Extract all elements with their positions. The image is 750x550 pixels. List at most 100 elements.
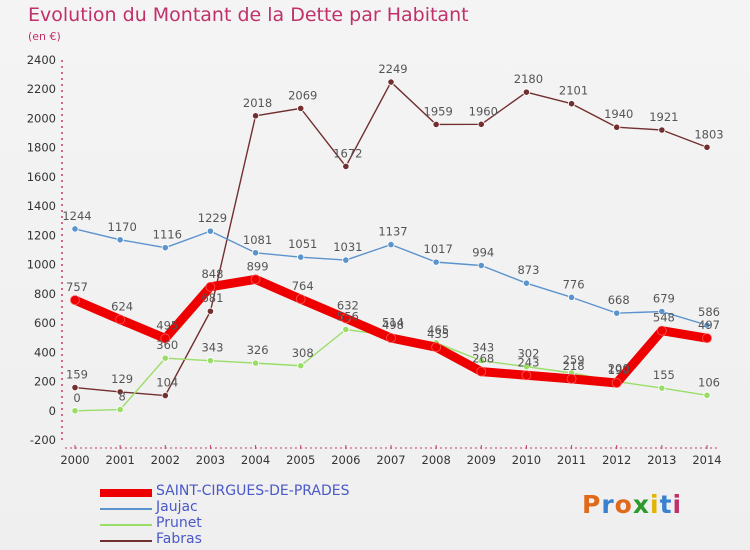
y-tick-label: 800 <box>34 287 56 301</box>
data-label: 465 <box>427 323 449 337</box>
y-tick-label: 600 <box>34 316 56 330</box>
data-point <box>432 120 440 129</box>
legend-label: SAINT-CIRGUES-DE-PRADES <box>156 483 350 499</box>
data-label: 218 <box>563 359 585 373</box>
data-point <box>71 383 79 392</box>
data-label: 326 <box>247 343 269 357</box>
data-point <box>297 104 305 112</box>
data-point <box>476 366 487 377</box>
data-point <box>251 112 260 120</box>
y-tick-label: 1800 <box>27 141 56 155</box>
data-point <box>116 388 124 396</box>
legend-label: Jaujac <box>156 499 198 515</box>
data-label: 1940 <box>604 107 633 121</box>
data-label: 268 <box>472 352 494 366</box>
data-label: 514 <box>382 316 404 330</box>
x-tick-label: 2013 <box>647 453 676 467</box>
data-label: 259 <box>563 353 585 367</box>
y-tick-label: 1600 <box>27 170 56 184</box>
x-tick-label: 2014 <box>692 453 721 467</box>
data-point <box>206 307 215 315</box>
data-label: 1921 <box>649 110 678 124</box>
data-label: 308 <box>292 346 314 360</box>
y-tick-label: 0 <box>49 404 56 418</box>
data-point <box>522 363 531 371</box>
legend-swatch <box>100 540 152 542</box>
data-label: 190 <box>608 363 630 377</box>
data-point <box>160 333 171 344</box>
data-label: 548 <box>653 311 675 325</box>
data-point <box>71 225 79 233</box>
legend-swatch <box>100 524 152 526</box>
data-point <box>342 162 350 170</box>
data-label: 360 <box>156 338 178 352</box>
proxiti-logo: Proxiti <box>582 490 683 519</box>
data-label: 302 <box>517 347 539 361</box>
data-label: 1017 <box>424 242 453 256</box>
data-label: 899 <box>247 259 269 273</box>
chart-title: Evolution du Montant de la Dette par Hab… <box>28 4 469 26</box>
data-point <box>250 274 261 285</box>
data-label: 8 <box>118 390 125 404</box>
data-label: 1081 <box>243 233 272 247</box>
data-point <box>251 249 260 257</box>
data-point <box>206 357 215 365</box>
x-tick-label: 2001 <box>106 453 135 467</box>
data-point <box>340 313 351 324</box>
chart-subtitle: (en €) <box>28 30 61 43</box>
x-tick-label: 2007 <box>376 453 405 467</box>
data-label: 0 <box>73 391 80 405</box>
x-tick-label: 2008 <box>422 453 451 467</box>
data-label: 2180 <box>514 72 543 86</box>
data-label: 1960 <box>469 104 498 118</box>
data-label: 679 <box>653 292 675 306</box>
data-point <box>432 258 440 266</box>
data-point <box>116 405 124 414</box>
data-point <box>295 294 306 305</box>
data-label: 1170 <box>108 220 137 234</box>
legend-swatch <box>100 489 152 497</box>
data-label: 2249 <box>378 62 407 76</box>
data-point <box>658 126 666 134</box>
data-point <box>567 100 576 108</box>
x-tick-label: 2003 <box>196 453 225 467</box>
data-point <box>297 253 305 261</box>
data-point <box>522 279 531 287</box>
data-point <box>161 354 169 362</box>
y-tick-label: -200 <box>30 433 56 447</box>
y-tick-label: 1000 <box>27 258 56 272</box>
data-point <box>477 261 485 270</box>
y-tick-label: 1200 <box>27 228 56 242</box>
y-tick-label: 2200 <box>27 82 56 96</box>
data-point <box>71 407 79 415</box>
data-label: 343 <box>201 341 223 355</box>
data-point <box>116 236 124 244</box>
data-label: 1803 <box>694 127 723 141</box>
data-label: 1137 <box>378 225 407 239</box>
data-point <box>613 309 621 317</box>
legend-label: Prunet <box>156 515 202 531</box>
y-tick-label: 2400 <box>27 53 56 67</box>
data-label: 129 <box>111 372 133 386</box>
data-point <box>566 374 577 384</box>
data-label: 1244 <box>62 209 91 223</box>
data-label: 556 <box>337 310 359 324</box>
data-point <box>342 325 350 334</box>
data-point <box>477 357 485 365</box>
data-point <box>297 362 305 370</box>
data-label: 498 <box>382 318 404 332</box>
data-point <box>658 307 666 316</box>
data-point <box>387 240 395 249</box>
data-label: 668 <box>608 293 630 307</box>
x-tick-label: 2000 <box>60 453 89 467</box>
x-tick-label: 2009 <box>467 453 496 467</box>
data-point <box>477 120 485 128</box>
legend-label: Fabras <box>156 531 202 547</box>
data-point <box>161 391 169 400</box>
data-label: 159 <box>66 368 88 382</box>
data-point <box>206 227 215 235</box>
data-label: 435 <box>427 327 449 341</box>
y-tick-label: 400 <box>34 345 56 359</box>
